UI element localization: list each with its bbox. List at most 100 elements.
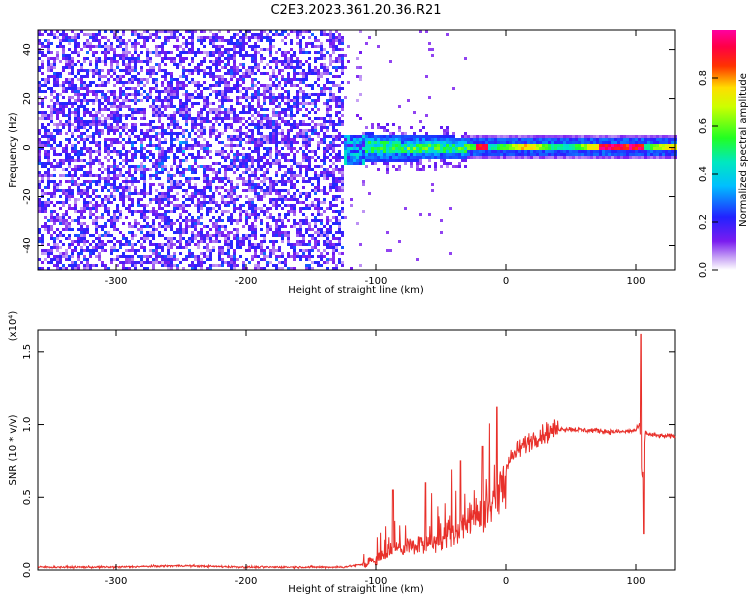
spectrogram-cell [224,261,227,264]
spectrogram-cell [59,246,62,249]
spectrogram-cell [362,138,365,141]
spectrogram-cell [344,147,347,150]
spectrogram-cell [311,204,314,207]
spectrogram-cell [407,141,410,144]
spectrogram-cell [104,51,107,54]
spectrogram-cell [266,123,269,126]
spectrogram-cell [254,117,257,120]
spectrogram-cell [173,252,176,255]
spectrogram-cell [116,249,119,252]
spectrogram-cell [332,243,335,246]
spectrogram-cell [326,171,329,174]
spectrogram-cell [269,42,272,45]
spectrogram-cell [245,183,248,186]
spectrogram-cell [104,84,107,87]
spectrogram-cell [86,90,89,93]
spectrogram-cell [152,129,155,132]
spectrogram-cell [272,57,275,60]
spectrogram-cell [206,267,209,270]
spectrogram-cell [224,165,227,168]
spectrogram-cell [296,165,299,168]
spectrogram-cell [269,93,272,96]
spectrogram-cell [173,63,176,66]
spectrogram-cell [281,87,284,90]
spectrogram-cell [182,267,185,270]
spectrogram-cell [128,258,131,261]
spectrogram-cell [209,108,212,111]
spectrogram-cell [146,225,149,228]
spectrogram-cell [83,120,86,123]
spectrogram-cell [308,63,311,66]
spectrogram-cell [149,240,152,243]
spectrogram-cell [254,96,257,99]
spectrogram-cell [86,102,89,105]
spectrogram-cell [257,51,260,54]
spectrogram-cell [83,165,86,168]
spectrogram-cell [236,186,239,189]
spectrogram-cell [50,111,53,114]
spectrogram-cell [185,99,188,102]
spectrogram-cell [113,258,116,261]
spectrogram-cell [194,120,197,123]
spectrogram-cell [89,81,92,84]
spectrogram-cell [41,78,44,81]
spectrogram-cell [296,231,299,234]
spectrogram-cell [335,246,338,249]
spectrogram-cell [107,132,110,135]
spectrogram-cell [350,153,353,156]
spectrogram-cell [143,204,146,207]
spectrogram-cell [242,48,245,51]
spectrogram-cell [314,57,317,60]
spectrogram-cell [218,108,221,111]
spectrogram-cell [335,204,338,207]
spectrogram-cell [179,180,182,183]
spectrogram-cell [356,99,359,102]
spectrogram-cell [215,171,218,174]
spectrogram-cell [338,33,341,36]
spectrogram-cell [341,57,344,60]
spectrogram-cell [278,105,281,108]
spectrogram-cell [266,159,269,162]
spectrogram-cell [173,162,176,165]
spectrogram-cell [227,84,230,87]
spectrogram-cell [71,243,74,246]
spectrogram-cell [308,195,311,198]
spectrogram-cell [59,144,62,147]
spectrogram-cell [275,60,278,63]
spectrogram-cell [185,96,188,99]
spectrogram-cell [101,129,104,132]
spectrogram-cell [206,96,209,99]
spectrogram-cell [44,81,47,84]
spectrogram-cell [251,258,254,261]
spectrogram-cell [44,45,47,48]
spectrogram-cell [299,108,302,111]
spectrogram-cell [98,117,101,120]
spectrogram-cell [338,252,341,255]
spectrogram-cell [212,60,215,63]
spectrogram-cell [44,114,47,117]
spectrogram-cell [182,204,185,207]
spectrogram-cell [284,102,287,105]
spectrogram-cell [161,183,164,186]
spectrogram-cell [263,57,266,60]
spectrogram-cell [188,198,191,201]
spectrogram-cell [173,45,176,48]
spectrogram-cell [170,189,173,192]
spectrogram-cell [233,162,236,165]
spectrogram-cell [131,201,134,204]
spectrogram-cell [293,183,296,186]
spectrogram-cell [227,153,230,156]
spectrogram-cell [161,213,164,216]
spectrogram-cell [110,123,113,126]
spectrogram-cell [62,45,65,48]
spectrogram-cell [410,126,413,129]
spectrogram-cell [236,87,239,90]
spectrogram-cell [275,159,278,162]
spectrogram-cell [203,198,206,201]
spectrogram-cell [179,114,182,117]
spectrogram-cell [134,264,137,267]
spectrogram-cell [65,159,68,162]
spectrogram-cell [41,114,44,117]
spectrogram-cell [107,234,110,237]
